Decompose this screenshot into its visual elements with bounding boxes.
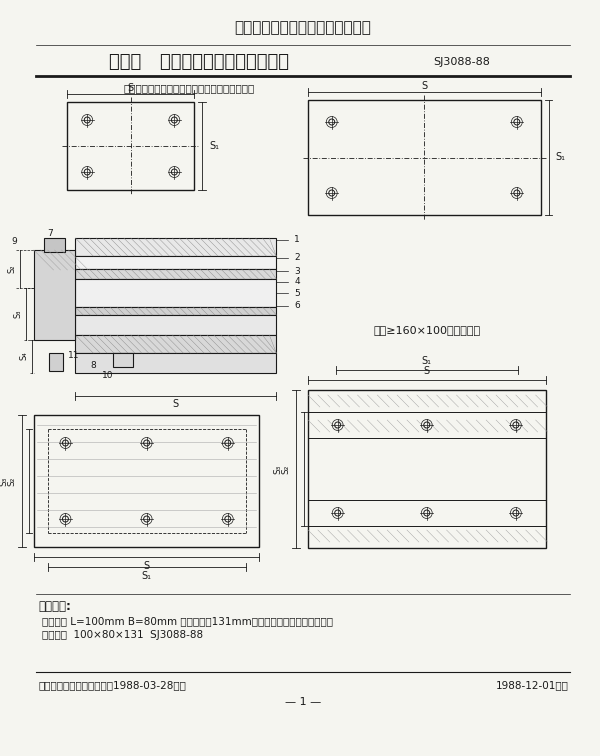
- Text: S₁: S₁: [142, 571, 152, 581]
- Text: S: S: [143, 561, 149, 571]
- Bar: [308, 100, 541, 215]
- Text: 凹模周界 L=100mm B=80mm 闭合高度为131mm的固定卸料横向送料典型结构: 凹模周界 L=100mm B=80mm 闭合高度为131mm的固定卸料横向送料典…: [41, 616, 332, 626]
- Text: S₁: S₁: [209, 141, 219, 151]
- Text: S₃: S₃: [0, 476, 8, 485]
- Text: 8: 8: [90, 361, 96, 370]
- Text: 典型结构  100×80×131  SJ3088-88: 典型结构 100×80×131 SJ3088-88: [41, 630, 203, 640]
- Bar: [67, 102, 194, 190]
- Bar: [76, 353, 276, 373]
- Text: S₄: S₄: [19, 352, 28, 361]
- Bar: [34, 250, 76, 340]
- Text: 中华人民共和国电子工业部1988-03-28批准: 中华人民共和国电子工业部1988-03-28批准: [39, 680, 187, 690]
- Text: S₁: S₁: [556, 153, 565, 163]
- Text: — 1 —: — 1 —: [285, 697, 321, 707]
- Bar: [76, 335, 276, 353]
- Text: S₁: S₁: [422, 356, 432, 366]
- Text: 3: 3: [294, 267, 300, 275]
- Text: S₃: S₃: [274, 464, 283, 474]
- Text: 中华人民共和国电子工业部部标准: 中华人民共和国电子工业部部标准: [235, 20, 371, 36]
- Text: 10: 10: [102, 371, 114, 380]
- Text: S₂: S₂: [7, 476, 16, 485]
- Text: S₂: S₂: [7, 265, 16, 273]
- Bar: [113, 353, 133, 367]
- Bar: [76, 256, 276, 269]
- Text: 11: 11: [68, 352, 79, 361]
- Text: S₃: S₃: [13, 310, 22, 318]
- Text: S: S: [424, 366, 430, 376]
- Text: S: S: [421, 81, 427, 91]
- Text: S: S: [173, 399, 179, 409]
- Text: SJ3088-88: SJ3088-88: [433, 57, 490, 67]
- Bar: [76, 269, 276, 279]
- Text: 2: 2: [294, 253, 300, 262]
- Text: 冷冲模   固定卸料横向送料典型结构: 冷冲模 固定卸料横向送料典型结构: [109, 53, 289, 71]
- Text: 5: 5: [294, 289, 300, 298]
- Bar: [34, 415, 259, 547]
- Text: 1: 1: [294, 236, 300, 244]
- Bar: [76, 315, 276, 335]
- Text: S₂: S₂: [281, 464, 290, 474]
- Text: S: S: [128, 83, 134, 93]
- Bar: [76, 279, 276, 307]
- Text: 6: 6: [294, 302, 300, 311]
- Bar: [308, 390, 545, 548]
- Bar: [49, 353, 64, 371]
- Bar: [76, 238, 276, 256]
- Text: 4: 4: [294, 277, 300, 287]
- Text: 1988-12-01实施: 1988-12-01实施: [496, 680, 568, 690]
- Bar: [76, 307, 276, 315]
- Text: 本标准规定了固定卸料横向送料典型结构的形式: 本标准规定了固定卸料横向送料典型结构的形式: [124, 83, 255, 93]
- Text: 7: 7: [47, 228, 52, 237]
- Bar: [44, 238, 65, 252]
- Text: 用于≥160×100的凹模周界: 用于≥160×100的凹模周界: [373, 325, 481, 335]
- Text: 9: 9: [11, 237, 17, 246]
- Text: 标记示例:: 标记示例:: [39, 600, 71, 612]
